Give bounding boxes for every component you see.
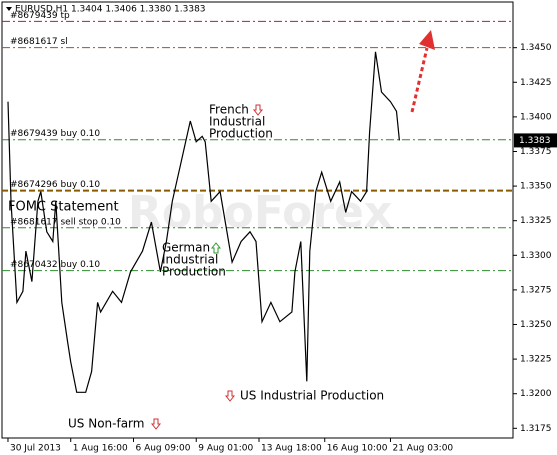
watermark: RoboForex	[128, 187, 392, 238]
plot-frame	[1, 1, 514, 439]
x-tick-label: 9 Aug 01:00	[198, 444, 253, 454]
annotation: Production	[209, 127, 273, 141]
order-label: #8670432 buy 0.10	[10, 260, 100, 270]
annotation-arrow	[224, 390, 236, 402]
annotation: US Industrial Production	[240, 389, 384, 403]
annotation-arrow	[150, 418, 162, 430]
y-tick-label: 1.3175	[520, 424, 552, 434]
y-tick-label: 1.3225	[520, 355, 552, 365]
y-tick-label: 1.3275	[520, 285, 552, 295]
y-tick-label: 1.3375	[520, 147, 552, 157]
annotation-arrow	[210, 242, 222, 254]
y-tick-label: 1.3300	[520, 251, 552, 261]
order-label: #8681617 sell stop 0.10	[10, 217, 121, 227]
x-tick-label: 6 Aug 09:00	[135, 444, 190, 454]
y-tick-label: 1.3425	[520, 78, 552, 88]
annotation: Industrial	[162, 253, 218, 267]
x-tick-label: 1 Aug 16:00	[73, 444, 128, 454]
x-tick-label: 30 Jul 2013	[10, 444, 61, 454]
annotation: US Non-farm	[68, 417, 144, 431]
y-tick-label: 1.3200	[520, 389, 552, 399]
y-tick-label: 1.3350	[520, 182, 552, 192]
current-price-box	[514, 133, 557, 148]
annotation: German	[162, 241, 210, 255]
menu-icon	[6, 7, 12, 11]
order-label: #8679439 buy 0.10	[10, 129, 100, 139]
order-label: #8679439 tp	[10, 11, 70, 21]
order-label: #8681617 sl	[10, 37, 68, 47]
trend-arrow	[410, 30, 435, 113]
y-tick-label: 1.3250	[520, 320, 552, 330]
x-tick-label: 21 Aug 03:00	[392, 444, 453, 454]
y-tick-label: 1.3450	[520, 43, 552, 53]
y-tick-label: 1.3400	[520, 112, 552, 122]
annotation: FOMC Statement	[8, 200, 119, 215]
x-tick-label: 16 Aug 10:00	[327, 444, 388, 454]
annotation: Production	[162, 265, 226, 279]
y-tick-label: 1.3325	[520, 216, 552, 226]
annotation-arrow	[252, 104, 264, 116]
annotation: French	[209, 103, 249, 117]
annotation: Industrial	[209, 115, 265, 129]
current-price-label: 1.3383	[519, 136, 551, 146]
x-tick-label: 13 Aug 18:00	[261, 444, 322, 454]
chart-title: EURUSD,H1 1.3404 1.3406 1.3380 1.3383	[15, 5, 206, 15]
order-label: #8674296 buy 0.10	[10, 180, 100, 190]
price-line	[7, 51, 400, 393]
